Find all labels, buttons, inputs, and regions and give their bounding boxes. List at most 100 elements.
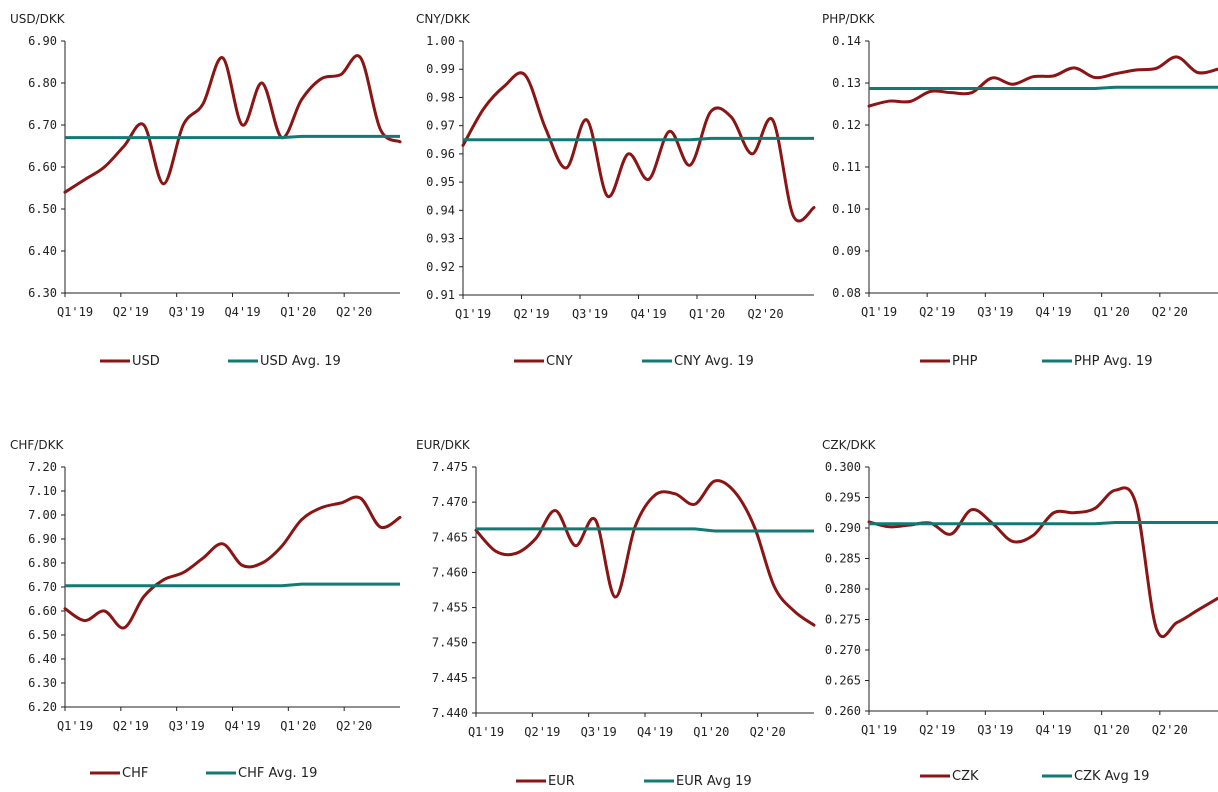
unit-label: USD/DKK: [10, 12, 66, 26]
y-tick-label: 0.97: [426, 119, 455, 133]
chart-usd-svg: USD/DKK 6.30 6.40 6.50 6.60 6.70 6.80 6.90 Q1'19…: [10, 12, 402, 369]
y-tick-label: 0.13: [832, 76, 861, 90]
y-tick-label: 6.80: [28, 76, 57, 90]
y-tick-label: 7.470: [432, 495, 468, 509]
chart-chf-svg: CHF/DKK 6.20 6.30 6.40 6.50 6.60 6.70 6.80 6.90 7…: [10, 438, 402, 781]
y-tick-label: 0.99: [426, 62, 455, 76]
chart-usd: USD/DKK 6.30 6.40 6.50 6.60 6.70 6.80 6.90 Q1'19…: [0, 0, 406, 396]
x-tick-label: Q2'19: [113, 305, 149, 319]
y-tick-label: 6.50: [28, 202, 57, 216]
y-tick-label: 7.450: [432, 636, 468, 650]
x-tick-label: Q1'19: [57, 719, 93, 733]
y-tick-label: 0.14: [832, 34, 861, 48]
series-line: [867, 486, 1218, 638]
legend-label: CZK Avg 19: [1074, 769, 1149, 784]
x-tick-label: Q1'20: [280, 719, 316, 733]
x-tick-label: Q1'20: [280, 305, 316, 319]
y-tick-label: 7.20: [28, 460, 57, 474]
unit-label: EUR/DKK: [416, 438, 471, 452]
legend-label: CHF Avg. 19: [238, 766, 317, 781]
x-tick-label: Q1'19: [861, 723, 897, 737]
y-tick-label: 0.280: [825, 582, 861, 596]
chart-czk: CZK/DKK 0.260 0.265 0.270 0.275 0.280 0.285 0.2…: [812, 396, 1218, 792]
legend-label: CHF: [122, 766, 148, 781]
legend-label: PHP Avg. 19: [1074, 354, 1152, 369]
x-tick-label: Q4'19: [630, 307, 666, 321]
y-tick-label: 0.285: [825, 552, 861, 566]
y-tick-label: 0.12: [832, 118, 861, 132]
y-tick-label: 0.295: [825, 491, 861, 505]
legend-label: EUR: [548, 774, 575, 789]
y-tick-label: 0.11: [832, 160, 861, 174]
x-tick-label: Q2'20: [750, 725, 786, 739]
x-tick-label: Q4'19: [1035, 305, 1071, 319]
series-line: [63, 54, 402, 194]
x-tick-label: Q3'19: [581, 725, 617, 739]
x-tick-label: Q1'20: [689, 307, 725, 321]
legend-label: CZK: [952, 769, 979, 784]
x-tick-label: Q4'19: [224, 719, 260, 733]
average-line: [463, 136, 814, 142]
y-tick-label: 7.00: [28, 508, 57, 522]
y-tick-label: 0.93: [426, 232, 455, 246]
y-tick-label: 6.90: [28, 34, 57, 48]
y-tick-label: 0.92: [426, 260, 455, 274]
y-tick-label: 6.50: [28, 628, 57, 642]
unit-label: PHP/DKK: [822, 12, 876, 26]
x-tick-label: Q1'19: [455, 307, 491, 321]
y-tick-label: 6.60: [28, 604, 57, 618]
y-tick-label: 0.98: [426, 90, 455, 104]
x-tick-label: Q2'19: [919, 305, 955, 319]
y-tick-label: 0.290: [825, 521, 861, 535]
x-tick-label: Q2'19: [524, 725, 560, 739]
x-tick-label: Q2'19: [919, 723, 955, 737]
unit-label: CZK/DKK: [822, 438, 877, 452]
series-line: [461, 71, 816, 223]
chart-php-svg: PHP/DKK 0.08 0.09 0.10 0.11 0.12 0.13 0.14 Q1'19…: [822, 12, 1218, 369]
x-tick-label: Q1'20: [693, 725, 729, 739]
x-tick-label: Q3'19: [169, 719, 205, 733]
y-tick-label: 0.260: [825, 704, 861, 718]
x-tick-label: Q3'19: [977, 723, 1013, 737]
unit-label: CNY/DKK: [416, 12, 471, 26]
y-tick-label: 0.08: [832, 286, 861, 300]
y-tick-label: 7.455: [432, 601, 468, 615]
x-tick-label: Q4'19: [637, 725, 673, 739]
x-tick-label: Q3'19: [977, 305, 1013, 319]
x-tick-label: Q1'19: [861, 305, 897, 319]
y-tick-label: 0.95: [426, 175, 455, 189]
average-line: [476, 527, 814, 533]
y-tick-label: 6.80: [28, 556, 57, 570]
x-tick-label: Q2'19: [113, 719, 149, 733]
y-tick-label: 7.460: [432, 565, 468, 579]
y-tick-label: 6.40: [28, 244, 57, 258]
y-tick-label: 6.30: [28, 676, 57, 690]
y-tick-label: 0.10: [832, 202, 861, 216]
x-tick-label: Q2'20: [1152, 723, 1188, 737]
series-line: [63, 495, 402, 630]
y-tick-label: 7.475: [432, 460, 468, 474]
average-line: [869, 85, 1218, 90]
x-tick-label: Q2'20: [336, 305, 372, 319]
x-tick-label: Q1'19: [468, 725, 504, 739]
y-tick-label: 1.00: [426, 34, 455, 48]
y-tick-label: 0.94: [426, 203, 455, 217]
chart-czk-svg: CZK/DKK 0.260 0.265 0.270 0.275 0.280 0.285 0.2…: [822, 438, 1218, 784]
legend-label: CNY Avg. 19: [674, 354, 754, 369]
x-tick-label: Q4'19: [224, 305, 260, 319]
chart-cny: CNY/DKK 0.91 0.92 0.93 0.94 0.95 0.96 0.97 0.98 0…: [406, 0, 816, 396]
chart-chf: CHF/DKK 6.20 6.30 6.40 6.50 6.60 6.70 6.80 6.90 7…: [0, 396, 406, 792]
y-tick-label: 6.60: [28, 160, 57, 174]
y-tick-label: 0.265: [825, 674, 861, 688]
x-tick-label: Q4'19: [1035, 723, 1071, 737]
legend-label: USD: [132, 354, 160, 369]
average-line: [65, 582, 400, 588]
chart-php: PHP/DKK 0.08 0.09 0.10 0.11 0.12 0.13 0.14 Q1'19…: [812, 0, 1218, 396]
legend-label: CNY: [546, 354, 573, 369]
unit-label: CHF/DKK: [10, 438, 64, 452]
legend-label: EUR Avg 19: [676, 774, 752, 789]
x-tick-label: Q2'20: [336, 719, 372, 733]
y-tick-label: 7.440: [432, 706, 468, 720]
chart-eur: EUR/DKK 7.440 7.445 7.450 7.455 7.460 7.465 7.4…: [406, 396, 816, 792]
x-tick-label: Q2'20: [1152, 305, 1188, 319]
